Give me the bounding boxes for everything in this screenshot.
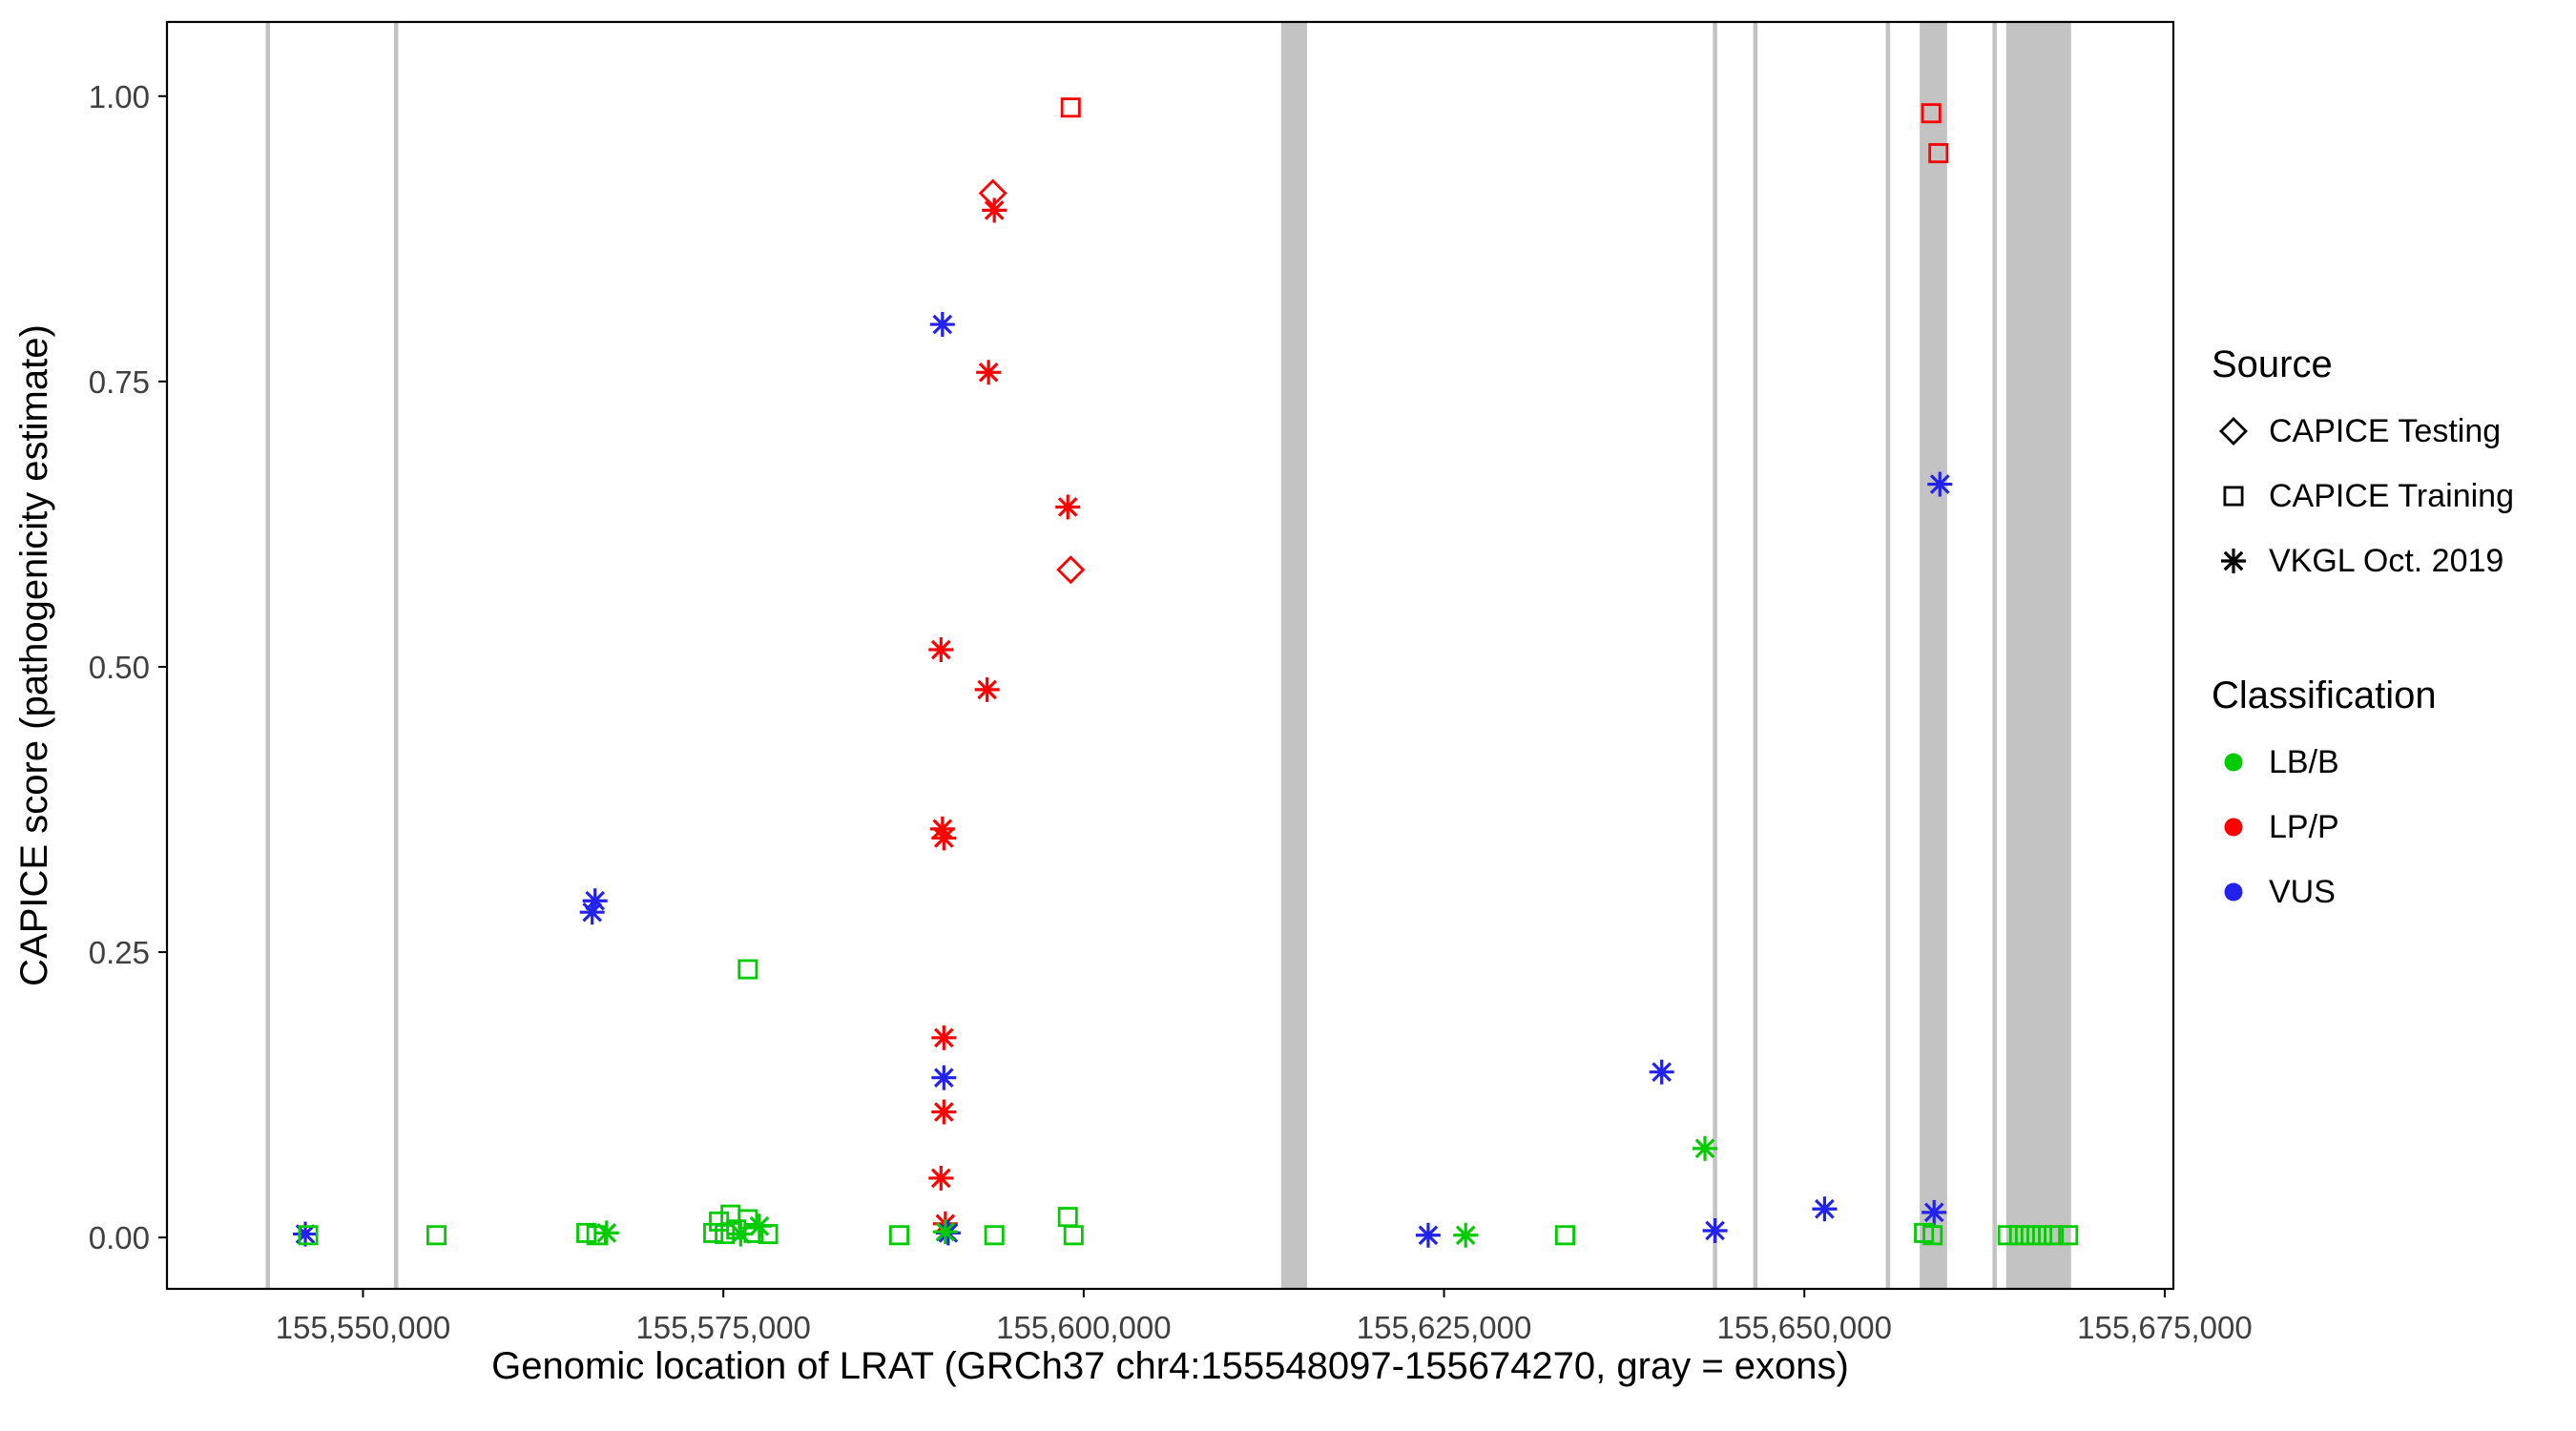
x-tick-label: 155,625,000 — [1357, 1310, 1532, 1345]
square-marker — [703, 1222, 724, 1243]
asterisk-icon — [2221, 549, 2246, 573]
asterisk-marker — [931, 1099, 957, 1125]
square-marker — [1063, 1225, 1084, 1246]
asterisk-marker — [1692, 1135, 1717, 1161]
asterisk-marker — [932, 1219, 958, 1245]
exon-bar — [265, 22, 271, 1289]
diamond-marker — [1056, 555, 1086, 585]
legend-section-gap — [2212, 604, 2574, 674]
square-marker — [1057, 1207, 1078, 1228]
y-tick-label: 0.50 — [89, 650, 150, 685]
asterisk-marker — [931, 1065, 957, 1090]
exon-bar — [1992, 22, 1997, 1289]
asterisk-marker — [929, 312, 955, 338]
square-marker — [1060, 97, 1081, 118]
legend-item-label: CAPICE Testing — [2269, 412, 2502, 449]
legend-item-label: LP/P — [2269, 808, 2339, 845]
legend-item-label: VKGL Oct. 2019 — [2269, 542, 2504, 579]
exon-bar — [1753, 22, 1758, 1289]
square-marker — [2020, 1225, 2041, 1246]
x-tick-label: 155,650,000 — [1716, 1310, 1892, 1345]
asterisk-marker — [579, 900, 605, 925]
x-tick-label: 155,675,000 — [2077, 1310, 2253, 1345]
legend: Source CAPICE Testing CAPICE Training VK… — [2212, 343, 2574, 935]
y-tick-label: 1.00 — [89, 79, 150, 114]
panel-border — [165, 20, 2175, 1291]
asterisk-marker — [1415, 1222, 1441, 1248]
y-axis-title: CAPICE score (pathogenicity estimate) — [13, 324, 55, 986]
square-marker — [1928, 143, 1949, 164]
x-tick-label: 155,550,000 — [276, 1310, 451, 1345]
legend-classification-title: Classification — [2212, 674, 2437, 716]
square-icon — [2223, 486, 2244, 507]
asterisk-marker — [1649, 1059, 1674, 1085]
red-dot-icon — [2224, 818, 2243, 837]
asterisk-marker — [1922, 1199, 1947, 1225]
asterisk-marker — [1702, 1217, 1728, 1243]
y-tick-label: 0.25 — [89, 935, 150, 970]
exon-bar — [2005, 22, 2071, 1289]
legend-item-capice-testing: CAPICE Testing — [2212, 409, 2574, 453]
square-marker — [758, 1224, 779, 1245]
asterisk-marker — [1453, 1222, 1479, 1248]
asterisk-marker — [928, 637, 954, 663]
x-tick-label: 155,575,000 — [635, 1310, 811, 1345]
square-marker — [2032, 1225, 2053, 1246]
asterisk-marker — [1812, 1196, 1838, 1222]
square-marker — [1921, 103, 1942, 124]
exon-bar — [1885, 22, 1891, 1289]
square-marker — [888, 1225, 909, 1246]
legend-item-label: LB/B — [2269, 743, 2339, 780]
x-tick-label: 155,600,000 — [996, 1310, 1172, 1345]
exon-bar — [1713, 22, 1717, 1289]
legend-item-label: CAPICE Training — [2269, 477, 2514, 514]
asterisk-marker — [1927, 471, 1953, 497]
square-marker — [2044, 1225, 2065, 1246]
square-marker — [2058, 1225, 2079, 1246]
legend-item-capice-training: CAPICE Training — [2212, 474, 2574, 518]
y-tick-label: 0.00 — [89, 1220, 150, 1255]
asterisk-marker — [582, 888, 608, 914]
asterisk-marker — [931, 1025, 957, 1050]
legend-item-vus: VUS — [2212, 870, 2574, 914]
exon-bar — [1920, 22, 1947, 1289]
square-marker — [984, 1225, 1005, 1246]
asterisk-marker — [1055, 494, 1081, 520]
square-marker — [298, 1225, 319, 1246]
legend-item-vkgl: VKGL Oct. 2019 — [2212, 539, 2574, 583]
asterisk-marker — [976, 360, 1002, 385]
square-marker — [1554, 1225, 1575, 1246]
legend-source-title: Source — [2212, 343, 2333, 385]
square-marker — [2008, 1225, 2029, 1246]
legend-item-label: VUS — [2269, 873, 2336, 910]
square-marker — [737, 1209, 758, 1230]
square-marker — [1922, 1225, 1943, 1246]
asterisk-marker — [974, 676, 1000, 702]
y-tick-label: 0.75 — [89, 364, 150, 400]
legend-item-lbb: LB/B — [2212, 740, 2574, 784]
green-dot-icon — [2224, 753, 2243, 772]
blue-dot-icon — [2224, 882, 2243, 902]
square-marker — [1997, 1225, 2018, 1246]
asterisk-marker — [931, 825, 957, 851]
square-marker — [743, 1222, 764, 1243]
asterisk-marker — [982, 197, 1008, 223]
exon-bar — [1280, 22, 1308, 1289]
legend-item-lpp: LP/P — [2212, 805, 2574, 849]
square-marker — [426, 1225, 447, 1246]
exon-bar — [393, 22, 399, 1289]
square-marker — [709, 1211, 730, 1232]
asterisk-marker — [928, 1165, 954, 1191]
asterisk-marker — [593, 1220, 619, 1246]
diamond-icon — [2219, 417, 2248, 446]
square-marker — [737, 959, 758, 980]
x-axis-title: Genomic location of LRAT (GRCh37 chr4:15… — [491, 1345, 1849, 1387]
